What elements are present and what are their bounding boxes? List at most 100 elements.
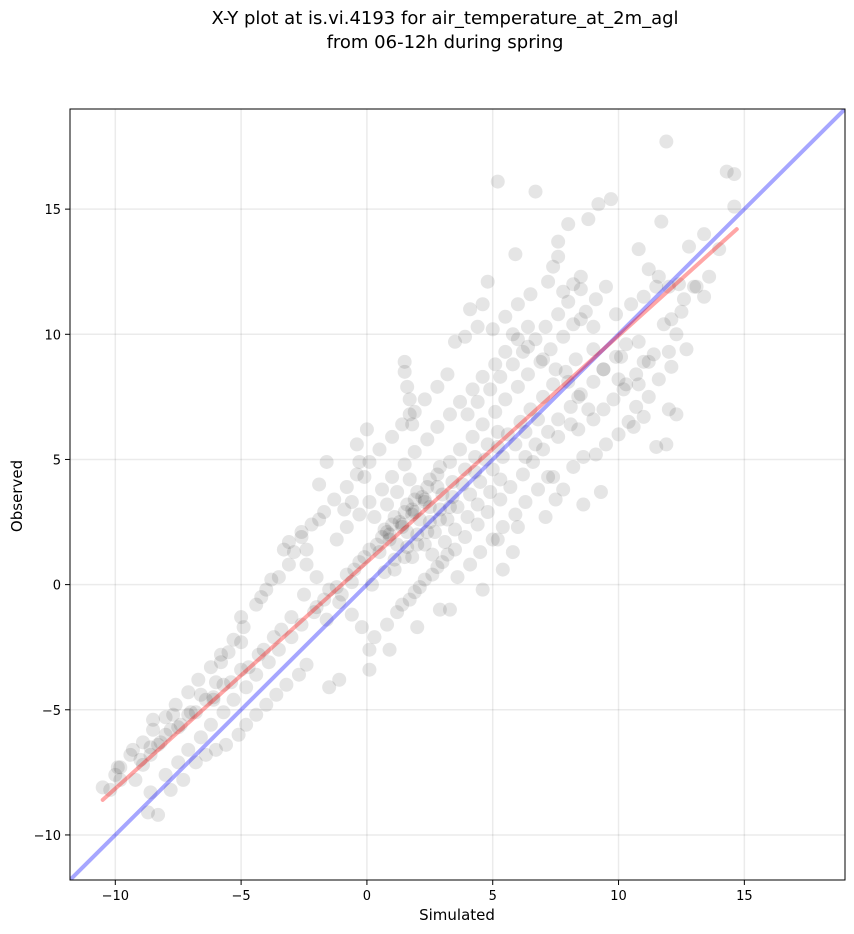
data-point bbox=[299, 557, 314, 572]
data-point bbox=[226, 692, 241, 707]
data-point bbox=[520, 319, 535, 334]
data-point bbox=[415, 490, 430, 505]
data-point bbox=[294, 617, 309, 632]
data-point bbox=[206, 690, 221, 705]
data-point bbox=[339, 520, 354, 535]
data-point bbox=[495, 520, 510, 535]
data-point bbox=[513, 414, 528, 429]
data-point bbox=[274, 622, 289, 637]
data-point bbox=[151, 737, 166, 752]
data-point bbox=[327, 492, 342, 507]
data-point bbox=[520, 367, 535, 382]
data-point bbox=[103, 782, 118, 797]
data-point bbox=[344, 607, 359, 622]
data-point bbox=[551, 307, 566, 322]
data-point bbox=[661, 402, 676, 417]
data-point bbox=[591, 197, 606, 212]
data-point bbox=[510, 332, 525, 347]
data-point bbox=[198, 692, 213, 707]
data-point bbox=[208, 742, 223, 757]
data-point bbox=[422, 515, 437, 530]
data-point bbox=[146, 712, 161, 727]
data-point bbox=[375, 530, 390, 545]
data-point bbox=[171, 720, 186, 735]
y-tick-label: 15 bbox=[44, 203, 61, 218]
data-point bbox=[369, 537, 384, 552]
grid-lines bbox=[70, 109, 845, 880]
data-point bbox=[515, 467, 530, 482]
data-point bbox=[480, 274, 495, 289]
plot-area bbox=[70, 109, 845, 880]
scatter-points bbox=[95, 134, 742, 822]
data-point bbox=[510, 297, 525, 312]
data-point bbox=[473, 545, 488, 560]
data-point bbox=[598, 279, 613, 294]
data-point bbox=[400, 379, 415, 394]
data-point bbox=[188, 705, 203, 720]
data-point bbox=[556, 482, 571, 497]
data-point bbox=[158, 710, 173, 725]
data-point bbox=[641, 262, 656, 277]
reference-lines bbox=[70, 109, 845, 880]
data-point bbox=[395, 597, 410, 612]
data-point bbox=[412, 512, 427, 527]
data-point bbox=[498, 344, 513, 359]
data-point bbox=[362, 454, 377, 469]
data-point bbox=[631, 377, 646, 392]
data-point bbox=[380, 525, 395, 540]
data-point bbox=[382, 642, 397, 657]
data-point bbox=[586, 342, 601, 357]
data-point bbox=[158, 767, 173, 782]
data-point bbox=[551, 412, 566, 427]
data-point bbox=[294, 525, 309, 540]
data-point bbox=[546, 377, 561, 392]
data-point bbox=[621, 414, 636, 429]
data-point bbox=[636, 409, 651, 424]
data-point bbox=[508, 247, 523, 262]
data-point bbox=[380, 497, 395, 512]
data-point bbox=[556, 284, 571, 299]
data-point bbox=[581, 212, 596, 227]
data-point bbox=[566, 459, 581, 474]
data-point bbox=[460, 510, 475, 525]
x-tick-label: 10 bbox=[610, 889, 627, 904]
data-point bbox=[440, 367, 455, 382]
data-point bbox=[395, 517, 410, 532]
data-point bbox=[651, 269, 666, 284]
data-point bbox=[458, 530, 473, 545]
data-point bbox=[525, 454, 540, 469]
data-point bbox=[442, 500, 457, 515]
data-point bbox=[541, 274, 556, 289]
data-point bbox=[465, 429, 480, 444]
data-point bbox=[558, 364, 573, 379]
data-point bbox=[437, 535, 452, 550]
data-point bbox=[573, 269, 588, 284]
data-point bbox=[536, 389, 551, 404]
data-point bbox=[697, 227, 712, 242]
data-point bbox=[168, 697, 183, 712]
data-point bbox=[528, 332, 543, 347]
data-point bbox=[339, 567, 354, 582]
data-point bbox=[417, 392, 432, 407]
data-point bbox=[651, 372, 666, 387]
data-point bbox=[571, 389, 586, 404]
data-point bbox=[410, 484, 425, 499]
data-point bbox=[193, 730, 208, 745]
data-point bbox=[405, 507, 420, 522]
data-point bbox=[299, 542, 314, 557]
data-point bbox=[611, 427, 626, 442]
data-point bbox=[566, 277, 581, 292]
data-point bbox=[319, 454, 334, 469]
data-point bbox=[727, 199, 742, 214]
data-point bbox=[312, 477, 327, 492]
one-to-one-line bbox=[70, 109, 845, 880]
data-point bbox=[676, 292, 691, 307]
data-point bbox=[402, 472, 417, 487]
data-point bbox=[576, 449, 591, 464]
data-point bbox=[95, 780, 110, 795]
data-point bbox=[146, 722, 161, 737]
data-point bbox=[603, 192, 618, 207]
data-point bbox=[649, 279, 664, 294]
data-point bbox=[405, 550, 420, 565]
